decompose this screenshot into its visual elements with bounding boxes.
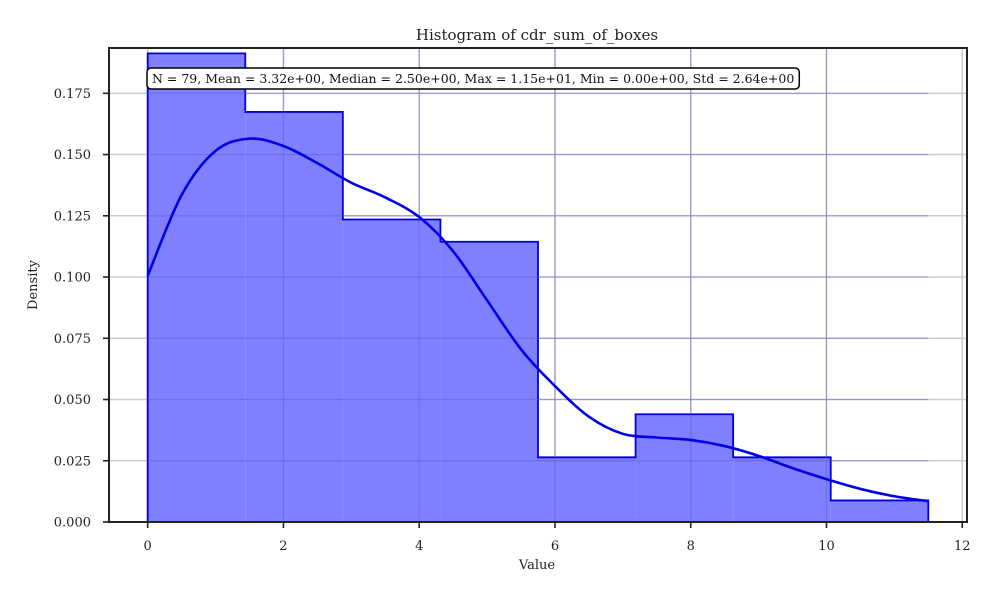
y-tick-label: 0.100 [54,271,91,286]
kde-curve-group [146,137,929,503]
chart-title: Histogram of cdr_sum_of_boxes [416,26,658,44]
x-tick-label: 2 [279,539,287,554]
y-tick-label: 0.075 [54,332,91,347]
histogram-bar [245,111,343,523]
y-axis-title: Density [26,259,41,310]
x-tick-label: 8 [687,539,695,554]
x-tick-label: 10 [818,539,835,554]
stats-text: N = 79, Mean = 3.32e+00, Median = 2.50e+… [152,71,794,86]
x-tick-label: 0 [144,539,152,554]
histogram-bar [830,500,929,522]
axes-frame [108,47,968,523]
kde-curve [146,137,929,503]
y-tick-label: 0.025 [54,454,91,469]
histogram-bar [147,53,246,522]
histogram-outline [146,52,930,522]
axis-ticks: 0 2 4 6 8 10 12 0.000 0.025 0.050 0.075 0.100 0.125 0… [54,87,971,554]
stats-box-frame [146,67,801,90]
histogram-bar [440,241,538,522]
x-axis-title: Value [518,558,555,573]
histogram-bar [342,219,441,522]
x-tick-label: 12 [954,539,971,554]
x-tick-label: 4 [415,539,423,554]
y-tick-label: 0.175 [54,87,91,102]
y-tick-label: 0.150 [54,148,91,163]
histogram-bar [538,457,636,522]
plot-frame [108,47,968,523]
histogram-bars [146,48,930,523]
stats-annotation-box: N = 79, Mean = 3.32e+00, Median = 2.50e+… [146,67,801,90]
x-tick-label: 6 [551,539,559,554]
histogram-bar [635,414,734,522]
y-tick-label: 0.125 [54,209,91,224]
y-tick-label: 0.000 [54,516,91,531]
y-tick-label: 0.050 [54,393,91,408]
histogram-bar [733,457,831,522]
